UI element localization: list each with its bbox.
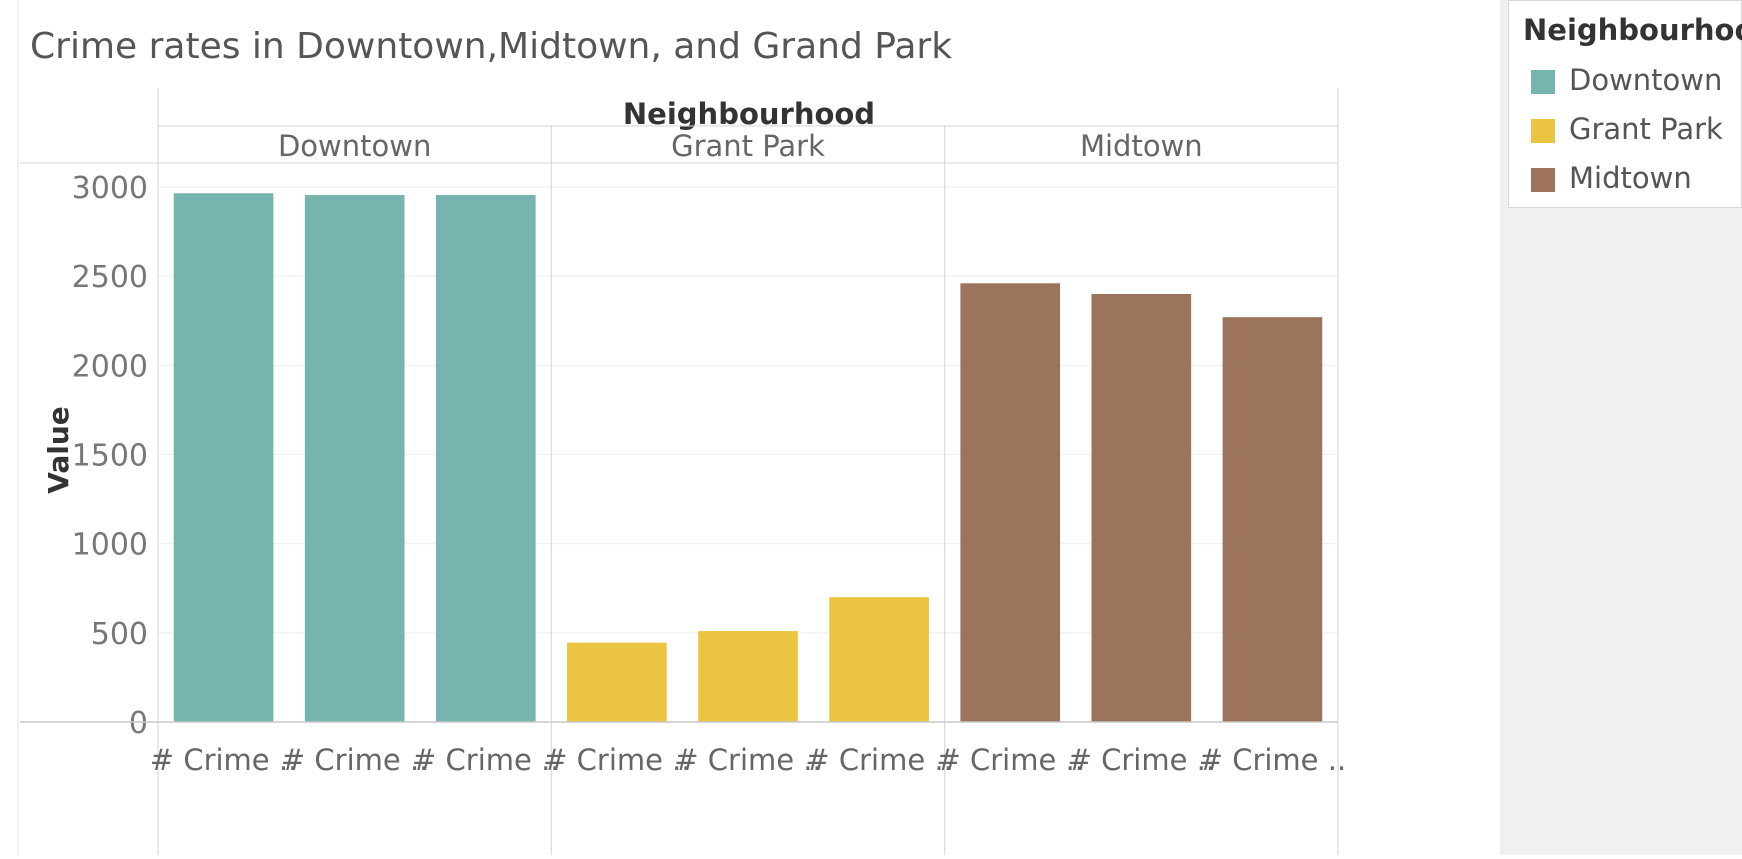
chart-area: Crime rates in Downtown,Midtown, and Gra… xyxy=(17,0,1347,855)
bar xyxy=(1222,317,1323,722)
legend-label-grant-park: Grant Park xyxy=(1569,112,1723,146)
legend: Neighbourhood Downtown Grant Park Midtow… xyxy=(1508,0,1742,208)
x-tick-label: # Crime .. xyxy=(150,743,298,777)
x-tick-label: # Crime .. xyxy=(1068,743,1216,777)
y-tick-label: 2500 xyxy=(72,260,148,295)
chart-title: Crime rates in Downtown,Midtown, and Gra… xyxy=(30,26,952,67)
column-header: Neighbourhood xyxy=(623,97,875,131)
legend-panel: Neighbourhood Downtown Grant Park Midtow… xyxy=(1500,0,1742,855)
legend-swatch-grant-park xyxy=(1531,119,1555,143)
bar xyxy=(960,283,1061,722)
legend-swatch-downtown xyxy=(1531,70,1555,94)
bar xyxy=(698,631,798,722)
bar xyxy=(1091,294,1192,722)
y-tick-label: 500 xyxy=(91,617,148,652)
y-tick-label: 3000 xyxy=(72,171,148,206)
x-tick-label: # Crime .. xyxy=(674,743,822,777)
bar xyxy=(304,195,405,722)
bar-chart: Crime rates in Downtown,Midtown, and Gra… xyxy=(17,0,1347,855)
group-header: Grant Park xyxy=(671,129,825,163)
bar xyxy=(173,193,274,722)
y-axis-label: Value xyxy=(42,406,75,494)
group-header: Midtown xyxy=(1080,129,1203,163)
y-tick-label: 1000 xyxy=(72,528,148,563)
legend-title: Neighbourhood xyxy=(1523,13,1742,47)
legend-label-midtown: Midtown xyxy=(1569,161,1692,195)
y-tick-label: 1500 xyxy=(72,439,148,474)
group-header: Downtown xyxy=(278,129,431,163)
x-tick-label: # Crime .. xyxy=(412,743,560,777)
x-tick-label: # Crime .. xyxy=(1199,743,1347,777)
x-tick-label: # Crime .. xyxy=(805,743,953,777)
x-tick-label: # Crime .. xyxy=(936,743,1084,777)
y-tick-label: 2000 xyxy=(72,349,148,384)
bar xyxy=(567,642,667,722)
legend-label-downtown: Downtown xyxy=(1569,63,1723,97)
y-tick-label: 0 xyxy=(129,706,148,741)
x-tick-label: # Crime .. xyxy=(543,743,691,777)
bar xyxy=(829,597,929,722)
bar xyxy=(435,195,536,722)
legend-swatch-midtown xyxy=(1531,168,1555,192)
x-tick-label: # Crime .. xyxy=(281,743,429,777)
